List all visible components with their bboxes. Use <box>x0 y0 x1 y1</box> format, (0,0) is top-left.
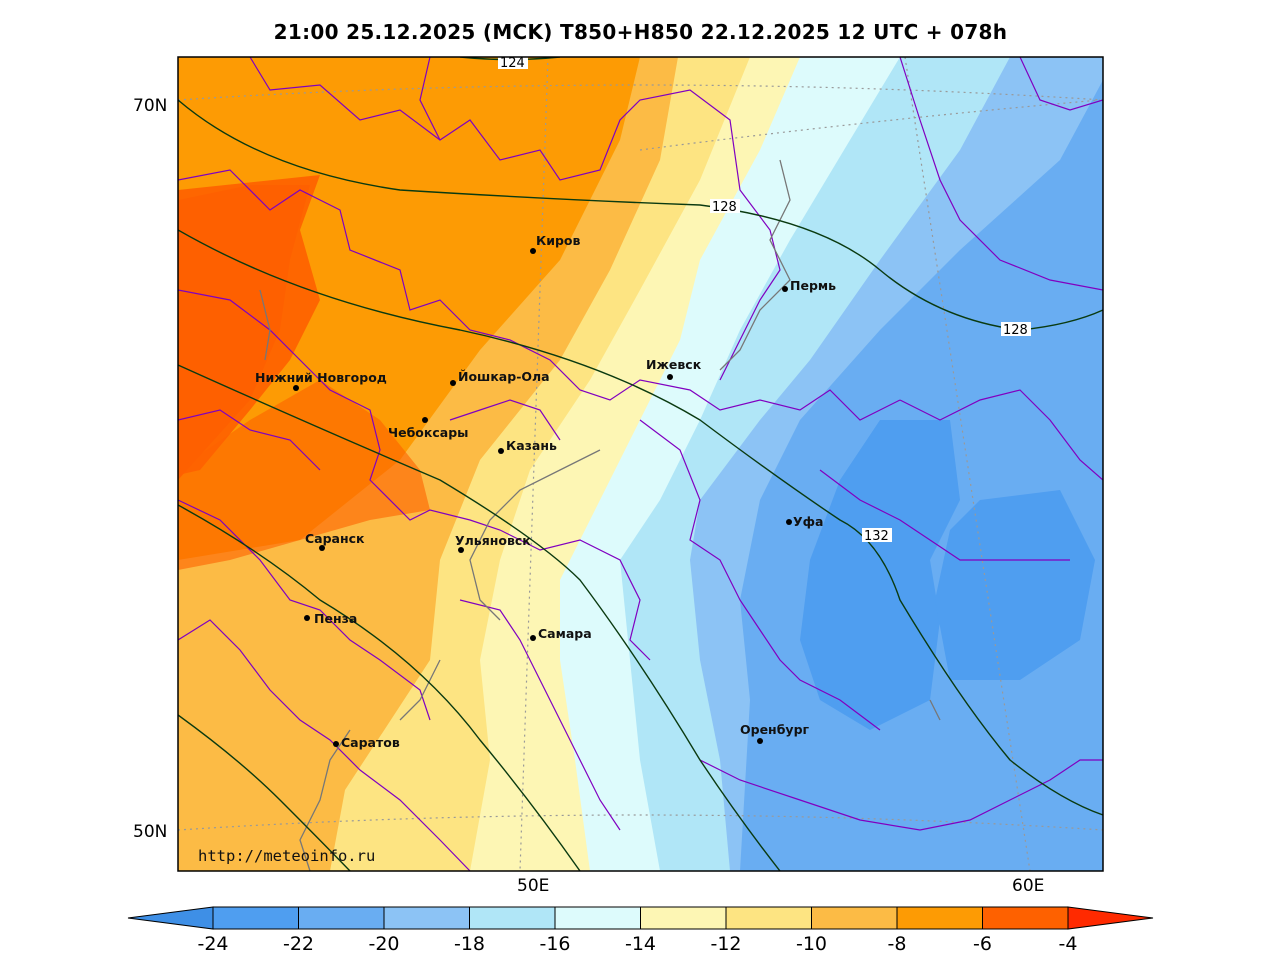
lat-label-70n: 70N <box>133 96 168 116</box>
colorbar-tick-label: -10 <box>796 933 827 955</box>
colorbar-tick-label: -12 <box>710 933 741 955</box>
city-penza: Пенза <box>304 611 357 626</box>
city-saratov: Саратов <box>333 735 400 750</box>
city-nizhny-novgorod: Нижний Новгород <box>255 370 387 391</box>
svg-text:Ульяновск: Ульяновск <box>455 533 531 548</box>
band-warm-lower <box>178 380 430 570</box>
band-minus22-minus24-east <box>935 490 1095 680</box>
colorbar-under-arrow <box>127 906 214 930</box>
colorbar-tick-label: -20 <box>368 933 399 955</box>
band-warm-edge <box>178 175 320 475</box>
rivers <box>259 159 941 871</box>
city-ufa: Уфа <box>786 514 823 529</box>
colorbar-tick-label: -16 <box>539 933 570 955</box>
city-kazan: Казань <box>498 438 557 454</box>
lat-label-50n: 50N <box>133 822 168 842</box>
watermark-url: http://meteoinfo.ru <box>198 847 375 865</box>
svg-text:Самара: Самара <box>538 626 592 641</box>
colorbar-segment <box>896 906 983 930</box>
svg-text:Пермь: Пермь <box>790 278 836 293</box>
svg-text:Оренбург: Оренбург <box>740 722 810 737</box>
colorbar-over-arrow <box>1067 906 1154 930</box>
svg-text:Йошкар-Ола: Йошкар-Ола <box>458 369 550 384</box>
colorbar-segment <box>725 906 812 930</box>
colorbar-segment <box>212 906 299 930</box>
graticule <box>178 57 1103 871</box>
lon-label-50e: 50E <box>517 876 550 896</box>
city-izhevsk: Ижевск <box>646 357 702 380</box>
colorbar-segment <box>383 906 470 930</box>
map-title: 21:00 25.12.2025 (MCK) T850+H850 22.12.2… <box>273 20 1008 44</box>
svg-text:Чебоксары: Чебоксары <box>388 425 468 440</box>
contour-labels: 124 128 128 132 <box>498 56 1031 544</box>
city-perm: Пермь <box>782 278 836 293</box>
svg-text:Уфа: Уфа <box>793 514 823 529</box>
svg-text:Казань: Казань <box>506 438 557 453</box>
colorbar-segment <box>554 906 641 930</box>
contour-label-124: 124 <box>500 56 525 71</box>
colorbar-tick-label: -6 <box>973 933 992 955</box>
colorbar-segment <box>298 906 385 930</box>
city-yoshkar-ola: Йошкар-Ола <box>450 369 550 386</box>
contour-label-132: 132 <box>864 529 889 544</box>
svg-text:Саратов: Саратов <box>341 735 400 750</box>
region-borders <box>178 57 1103 871</box>
city-saransk: Саранск <box>305 531 365 551</box>
colorbar-tick-label: -24 <box>197 933 228 955</box>
colorbar-tick-label: -8 <box>888 933 907 955</box>
colorbar-segment <box>469 906 556 930</box>
colorbar-segment <box>811 906 898 930</box>
lon-label-60e: 60E <box>1012 876 1045 896</box>
contour-label-128b: 128 <box>1003 323 1028 338</box>
city-kirov: Киров <box>530 233 581 254</box>
colorbar-tick-label: -14 <box>625 933 656 955</box>
colorbar-tick-label: -18 <box>454 933 485 955</box>
city-ulyanovsk: Ульяновск <box>455 533 531 553</box>
svg-text:Киров: Киров <box>536 233 581 248</box>
cities: Киров Пермь Нижний Новгород Йошкар-Ола И… <box>255 233 836 750</box>
svg-text:Нижний Новгород: Нижний Новгород <box>255 370 387 385</box>
colorbar-tick-label: -4 <box>1059 933 1078 955</box>
contour-label-128a: 128 <box>712 200 737 215</box>
band-minus22-minus24 <box>800 420 960 730</box>
city-samara: Самара <box>530 626 592 641</box>
colorbar-tick-label: -22 <box>283 933 314 955</box>
colorbar-segment <box>982 906 1069 930</box>
colorbar-segment <box>640 906 727 930</box>
map-frame <box>177 56 1104 872</box>
svg-text:Пенза: Пенза <box>314 611 357 626</box>
svg-text:Саранск: Саранск <box>305 531 365 546</box>
city-cheboksary: Чебоксары <box>388 417 468 440</box>
city-orenburg: Оренбург <box>740 722 810 744</box>
svg-text:Ижевск: Ижевск <box>646 357 702 372</box>
